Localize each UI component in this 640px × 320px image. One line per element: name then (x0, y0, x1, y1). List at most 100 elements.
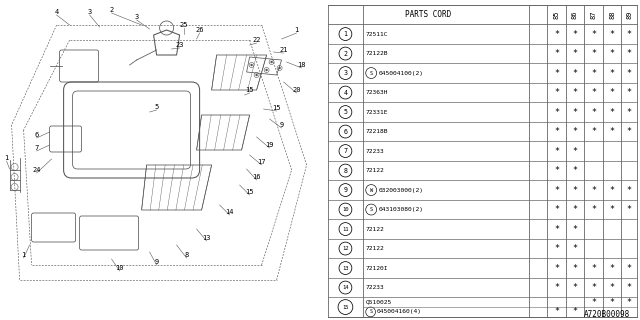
Text: PARTS CORD: PARTS CORD (405, 10, 451, 19)
Text: *: * (609, 68, 614, 77)
Circle shape (255, 74, 258, 76)
Text: 72120I: 72120I (365, 266, 388, 270)
Text: *: * (554, 186, 559, 195)
Text: 6: 6 (344, 129, 348, 134)
Text: 22: 22 (252, 37, 261, 43)
Text: 23: 23 (175, 42, 184, 48)
Text: 72233: 72233 (365, 148, 385, 154)
Text: *: * (573, 244, 577, 253)
Text: 19: 19 (266, 142, 274, 148)
Text: *: * (554, 29, 559, 38)
Text: *: * (627, 264, 632, 273)
Text: *: * (609, 127, 614, 136)
Text: *: * (591, 68, 596, 77)
Text: *: * (554, 225, 559, 234)
Text: 72511C: 72511C (365, 32, 388, 36)
Text: 17: 17 (257, 159, 266, 165)
Text: 9: 9 (344, 187, 348, 193)
Text: *: * (573, 264, 577, 273)
Text: 72218B: 72218B (365, 129, 388, 134)
Text: 15: 15 (245, 87, 254, 93)
Text: *: * (627, 205, 632, 214)
Text: 5: 5 (154, 104, 159, 110)
Text: 9: 9 (154, 259, 159, 265)
Text: *: * (609, 264, 614, 273)
Text: *: * (573, 205, 577, 214)
Text: 72122B: 72122B (365, 51, 388, 56)
Text: 15: 15 (245, 189, 254, 195)
Text: *: * (573, 283, 577, 292)
Text: 86: 86 (572, 10, 578, 19)
Text: 13: 13 (342, 266, 349, 270)
Text: 4: 4 (54, 9, 59, 15)
Text: 10: 10 (342, 207, 349, 212)
Text: *: * (591, 108, 596, 116)
Text: *: * (627, 298, 632, 307)
Text: 72122: 72122 (365, 168, 385, 173)
Text: *: * (573, 88, 577, 97)
Text: *: * (554, 147, 559, 156)
Text: *: * (573, 108, 577, 116)
Text: *: * (554, 49, 559, 58)
Text: 7: 7 (344, 148, 348, 154)
Text: 1: 1 (22, 252, 26, 258)
Text: *: * (554, 205, 559, 214)
Text: *: * (591, 264, 596, 273)
Text: *: * (573, 127, 577, 136)
Text: 032003000(2): 032003000(2) (378, 188, 423, 193)
Text: *: * (573, 68, 577, 77)
Text: S: S (369, 309, 372, 315)
Text: 72363H: 72363H (365, 90, 388, 95)
Text: *: * (627, 88, 632, 97)
Text: 72122: 72122 (365, 227, 385, 232)
Text: *: * (573, 308, 577, 316)
Text: 12: 12 (342, 246, 349, 251)
Text: *: * (627, 29, 632, 38)
Text: *: * (573, 147, 577, 156)
Text: *: * (609, 205, 614, 214)
Text: 11: 11 (342, 227, 349, 232)
Text: Q510025: Q510025 (365, 300, 392, 305)
Text: 20: 20 (292, 87, 301, 93)
Text: 043103080(2): 043103080(2) (378, 207, 423, 212)
Text: 13: 13 (202, 235, 211, 241)
Text: 4: 4 (344, 90, 348, 96)
Text: *: * (627, 127, 632, 136)
Text: 14: 14 (342, 285, 349, 290)
Text: 10: 10 (115, 265, 124, 271)
Text: 2: 2 (109, 7, 114, 13)
Text: *: * (591, 127, 596, 136)
Text: 24: 24 (33, 167, 41, 173)
Circle shape (270, 61, 273, 63)
Text: 8: 8 (344, 168, 348, 173)
Text: *: * (609, 29, 614, 38)
Text: *: * (609, 88, 614, 97)
Text: S: S (370, 207, 372, 212)
Text: *: * (609, 298, 614, 307)
Text: *: * (609, 49, 614, 58)
Text: 045004100(2): 045004100(2) (378, 70, 423, 76)
Circle shape (278, 67, 281, 69)
Text: *: * (627, 283, 632, 292)
Text: 3: 3 (344, 70, 348, 76)
Text: 72331E: 72331E (365, 109, 388, 115)
Text: 15: 15 (273, 105, 281, 111)
Text: 6: 6 (35, 132, 39, 138)
Text: W: W (370, 188, 372, 193)
Text: *: * (573, 225, 577, 234)
Text: *: * (573, 186, 577, 195)
Text: 1: 1 (294, 27, 299, 33)
Text: *: * (591, 49, 596, 58)
Text: *: * (554, 108, 559, 116)
Text: *: * (627, 108, 632, 116)
Text: 14: 14 (225, 209, 234, 215)
Text: 88: 88 (609, 10, 615, 19)
Text: *: * (591, 88, 596, 97)
Text: 89: 89 (626, 10, 632, 19)
Text: 25: 25 (179, 22, 188, 28)
Text: *: * (609, 186, 614, 195)
Text: *: * (591, 283, 596, 292)
Text: *: * (554, 244, 559, 253)
Text: 18: 18 (298, 62, 306, 68)
Text: 15: 15 (342, 305, 349, 309)
